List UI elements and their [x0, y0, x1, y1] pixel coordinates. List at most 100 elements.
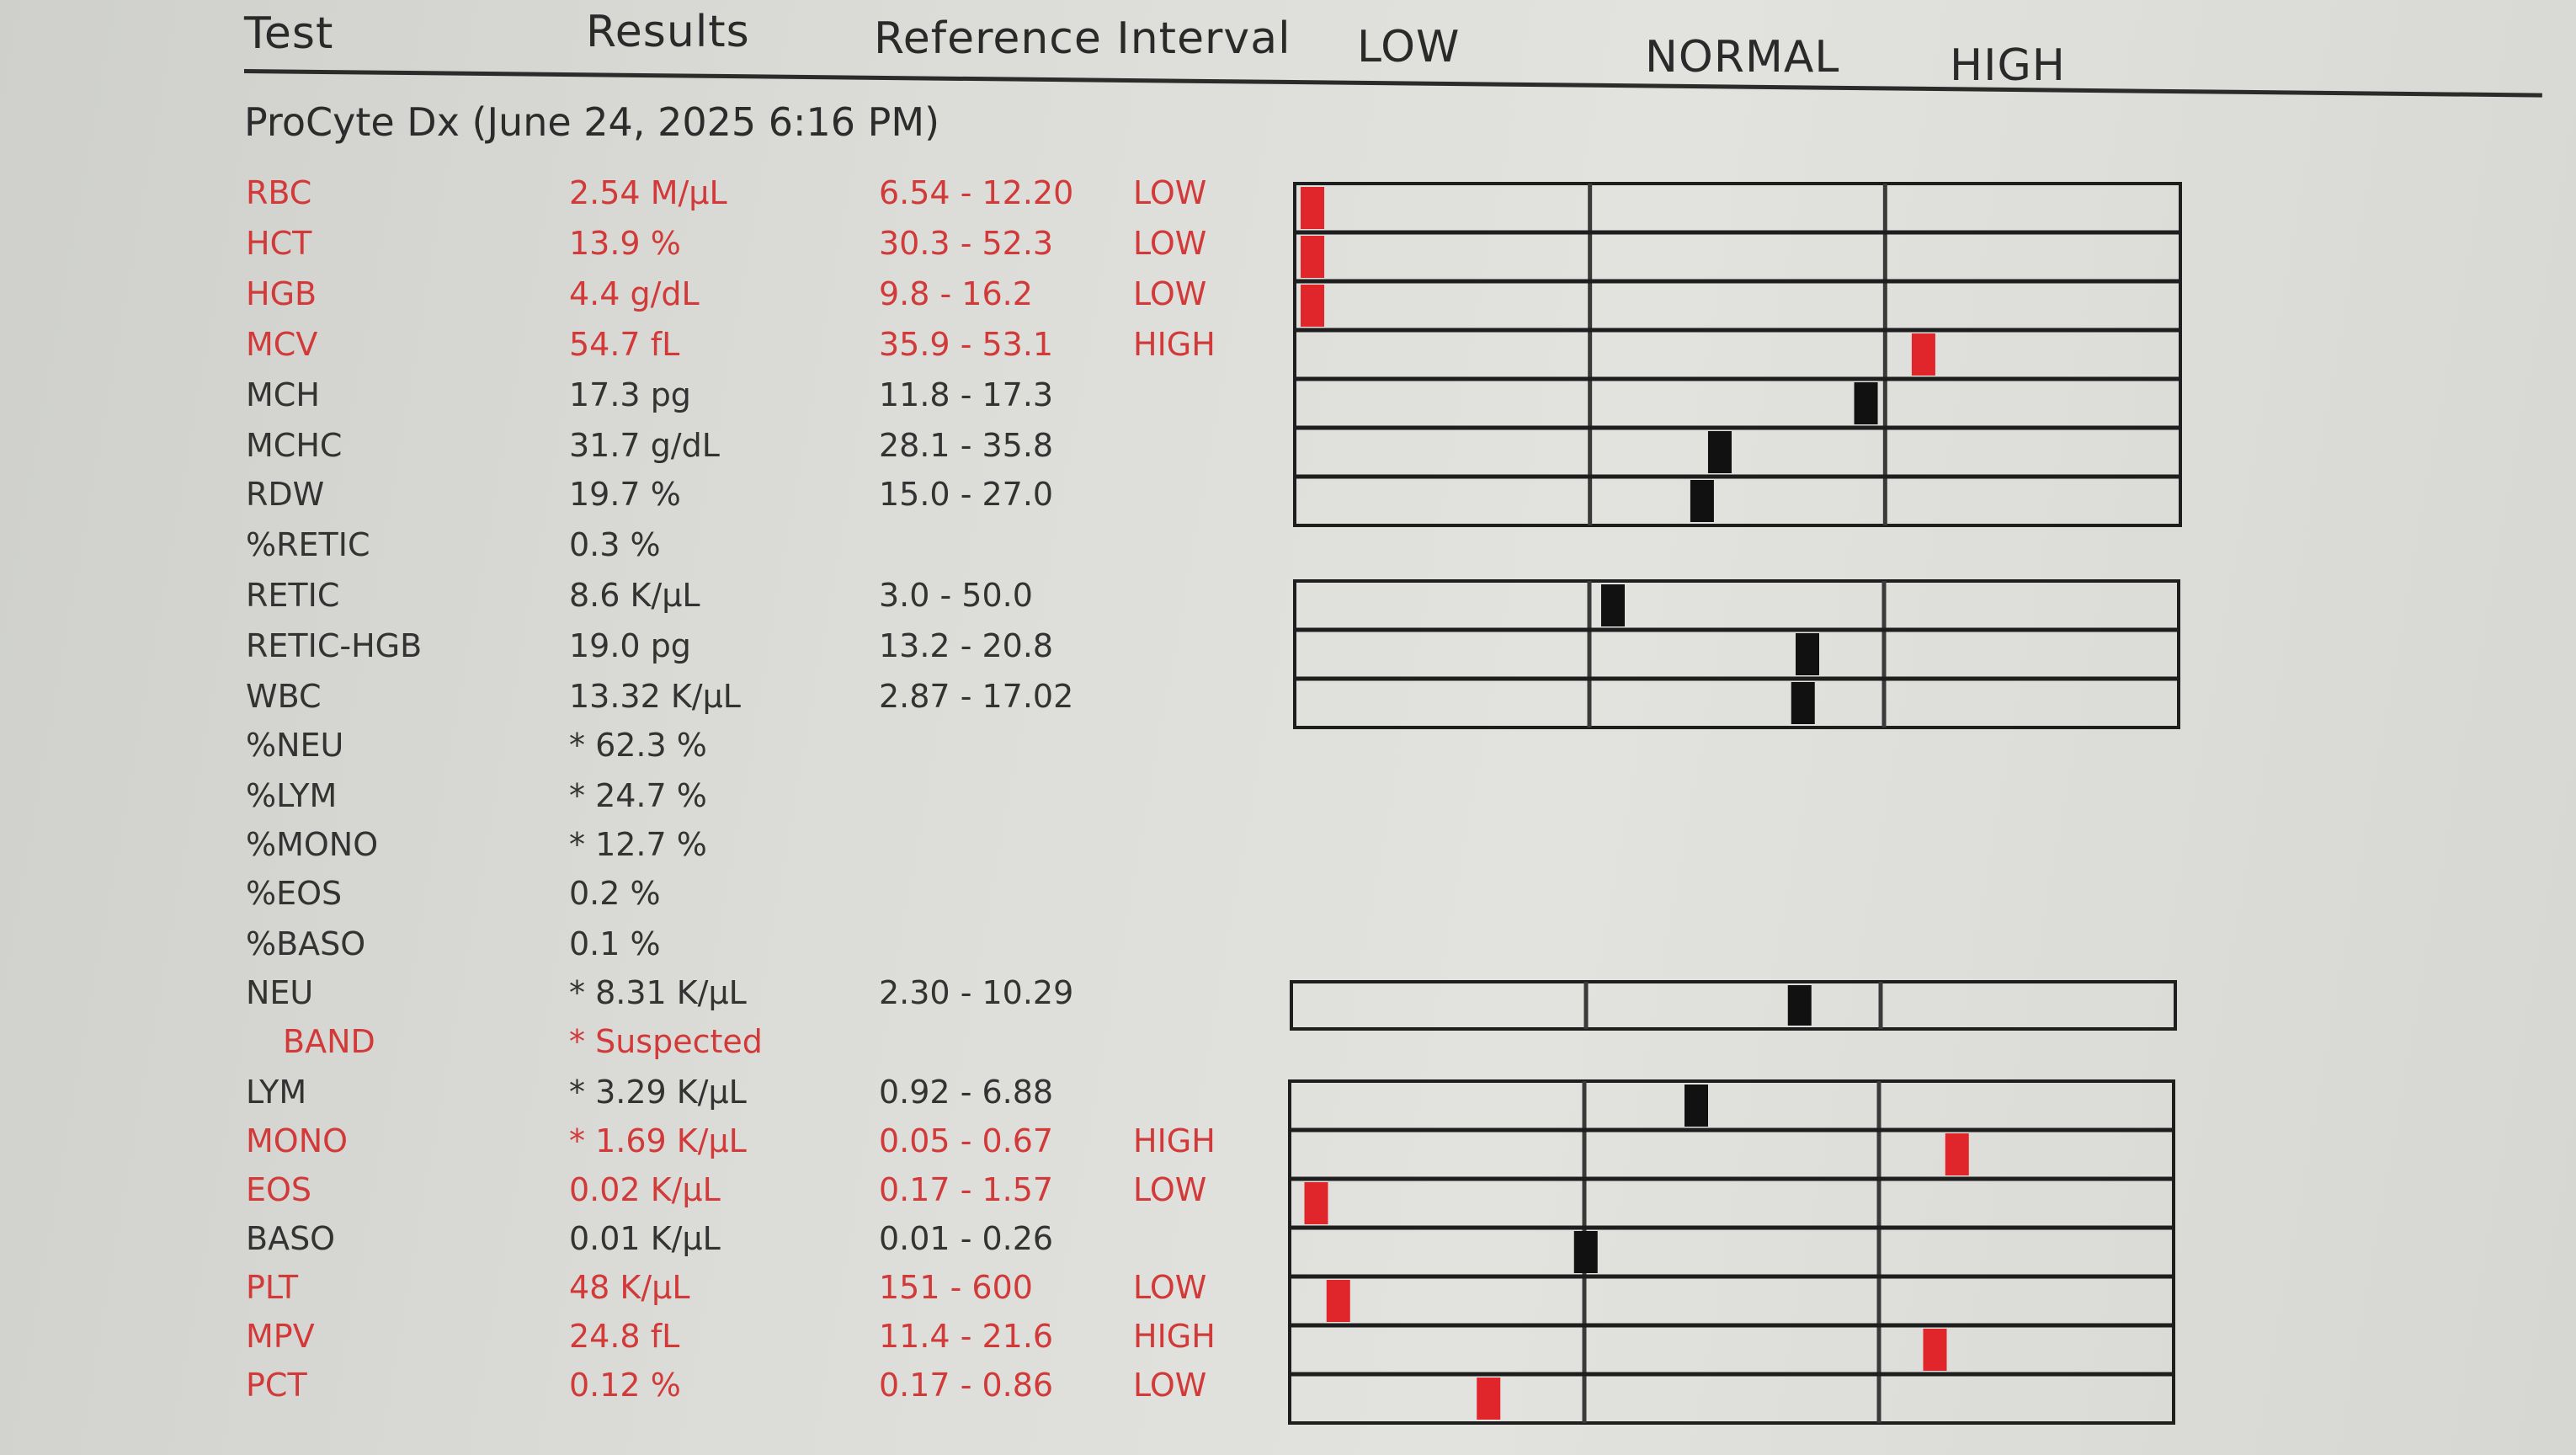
table-row: %LYM * 24.7 %: [0, 771, 2576, 820]
reference-interval: 6.54 - 12.20: [879, 174, 1074, 211]
result-value: 48 K/µL: [569, 1269, 690, 1306]
instrument-subtitle: ProCyte Dx (June 24, 2025 6:16 PM): [244, 99, 940, 145]
result-value: 54.7 fL: [569, 326, 680, 363]
test-name: MCHC: [246, 427, 343, 464]
reference-interval: 3.0 - 50.0: [879, 577, 1033, 614]
table-row: MPV 24.8 fL 11.4 - 21.6 HIGH: [0, 1312, 2576, 1361]
table-row: %BASO 0.1 %: [0, 919, 2576, 968]
test-name: PLT: [246, 1269, 299, 1306]
reference-interval: 0.01 - 0.26: [879, 1220, 1054, 1257]
test-name: PCT: [246, 1367, 307, 1404]
flag-label: HIGH: [1133, 326, 1216, 363]
test-name: MCH: [246, 376, 320, 413]
range-bar-frame: [1293, 579, 2180, 729]
reference-interval: 28.1 - 35.8: [879, 427, 1054, 464]
result-value: 2.54 M/µL: [569, 174, 727, 211]
result-marker: [1796, 633, 1819, 675]
table-row: MCH 17.3 pg 11.8 - 17.3: [0, 370, 2576, 419]
table-row: MCV 54.7 fL 35.9 - 53.1 HIGH: [0, 320, 2576, 369]
result-marker: [1911, 333, 1935, 376]
result-value: 13.32 K/µL: [569, 678, 741, 715]
table-row: EOS 0.02 K/µL 0.17 - 1.57 LOW: [0, 1165, 2576, 1214]
reference-interval: 13.2 - 20.8: [879, 627, 1054, 664]
result-value: 17.3 pg: [569, 376, 691, 413]
test-name: %MONO: [246, 826, 379, 863]
result-marker: [1854, 382, 1878, 424]
table-row: RDW 19.7 % 15.0 - 27.0: [0, 470, 2576, 519]
header-test: Test: [244, 8, 334, 59]
result-value: * 8.31 K/µL: [569, 974, 747, 1011]
result-value: 24.8 fL: [569, 1318, 680, 1355]
result-marker: [1685, 1085, 1708, 1127]
table-row: %NEU * 62.3 %: [0, 721, 2576, 770]
test-name: RDW: [246, 476, 325, 513]
reference-interval: 35.9 - 53.1: [879, 326, 1054, 363]
header-low: LOW: [1357, 22, 1461, 72]
reference-interval: 2.30 - 10.29: [879, 974, 1074, 1011]
result-value: 0.02 K/µL: [569, 1171, 721, 1208]
test-name: BAND: [283, 1023, 375, 1060]
table-row: RBC 2.54 M/µL 6.54 - 12.20 LOW: [0, 168, 2576, 217]
result-value: 4.4 g/dL: [569, 275, 700, 312]
table-row: WBC 13.32 K/µL 2.87 - 17.02: [0, 672, 2576, 721]
result-value: 8.6 K/µL: [569, 577, 700, 614]
flag-label: LOW: [1133, 174, 1207, 211]
test-name: HGB: [246, 275, 317, 312]
result-marker: [1923, 1329, 1947, 1371]
reference-interval: 0.05 - 0.67: [879, 1122, 1054, 1159]
test-name: RETIC-HGB: [246, 627, 423, 664]
test-name: RETIC: [246, 577, 340, 614]
result-value: * 1.69 K/µL: [569, 1122, 747, 1159]
result-value: * 24.7 %: [569, 777, 707, 814]
test-name: %NEU: [246, 727, 344, 764]
result-marker: [1304, 1182, 1328, 1224]
result-marker: [1601, 584, 1625, 626]
result-marker: [1573, 1231, 1598, 1273]
table-row: %MONO * 12.7 %: [0, 820, 2576, 869]
reference-interval: 15.0 - 27.0: [879, 476, 1054, 513]
table-row: %EOS 0.2 %: [0, 869, 2576, 918]
test-name: MPV: [246, 1318, 315, 1355]
result-marker: [1791, 682, 1815, 724]
table-row: PCT 0.12 % 0.17 - 0.86 LOW: [0, 1361, 2576, 1410]
result-marker: [1690, 480, 1714, 522]
result-value: 31.7 g/dL: [569, 427, 720, 464]
reference-interval: 0.92 - 6.88: [879, 1074, 1054, 1111]
table-row: PLT 48 K/µL 151 - 600 LOW: [0, 1263, 2576, 1312]
table-row: LYM * 3.29 K/µL 0.92 - 6.88: [0, 1068, 2576, 1117]
reference-interval: 11.4 - 21.6: [879, 1318, 1054, 1355]
table-row: MCHC 31.7 g/dL 28.1 - 35.8: [0, 421, 2576, 470]
result-marker: [1301, 285, 1325, 327]
test-name: %LYM: [246, 777, 338, 814]
reference-interval: 151 - 600: [879, 1269, 1033, 1306]
result-value: * 12.7 %: [569, 826, 707, 863]
test-name: %EOS: [246, 875, 343, 912]
test-name: BASO: [246, 1220, 336, 1257]
range-bar-frame: [1290, 980, 2177, 1031]
reference-interval: 0.17 - 1.57: [879, 1171, 1054, 1208]
result-marker: [1301, 236, 1325, 278]
test-name: %BASO: [246, 925, 366, 962]
result-marker: [1477, 1378, 1501, 1420]
result-value: 13.9 %: [569, 225, 681, 262]
table-row: BASO 0.01 K/µL 0.01 - 0.26: [0, 1214, 2576, 1263]
test-name: RBC: [246, 174, 312, 211]
header-reference-interval: Reference Interval: [874, 13, 1291, 64]
result-value: 0.3 %: [569, 526, 661, 563]
reference-interval: 2.87 - 17.02: [879, 678, 1074, 715]
flag-label: LOW: [1133, 1367, 1207, 1404]
test-name: HCT: [246, 225, 312, 262]
header-high: HIGH: [1950, 40, 2066, 91]
result-marker: [1326, 1280, 1350, 1322]
result-value: 0.1 %: [569, 925, 661, 962]
table-row: RETIC 8.6 K/µL 3.0 - 50.0: [0, 571, 2576, 620]
result-value: 0.01 K/µL: [569, 1220, 721, 1257]
table-row: NEU * 8.31 K/µL 2.30 - 10.29: [0, 968, 2576, 1017]
flag-label: HIGH: [1133, 1318, 1216, 1355]
reference-interval: 0.17 - 0.86: [879, 1367, 1054, 1404]
test-name: EOS: [246, 1171, 312, 1208]
range-bar-frame: [1288, 1079, 2175, 1425]
reference-interval: 9.8 - 16.2: [879, 275, 1033, 312]
